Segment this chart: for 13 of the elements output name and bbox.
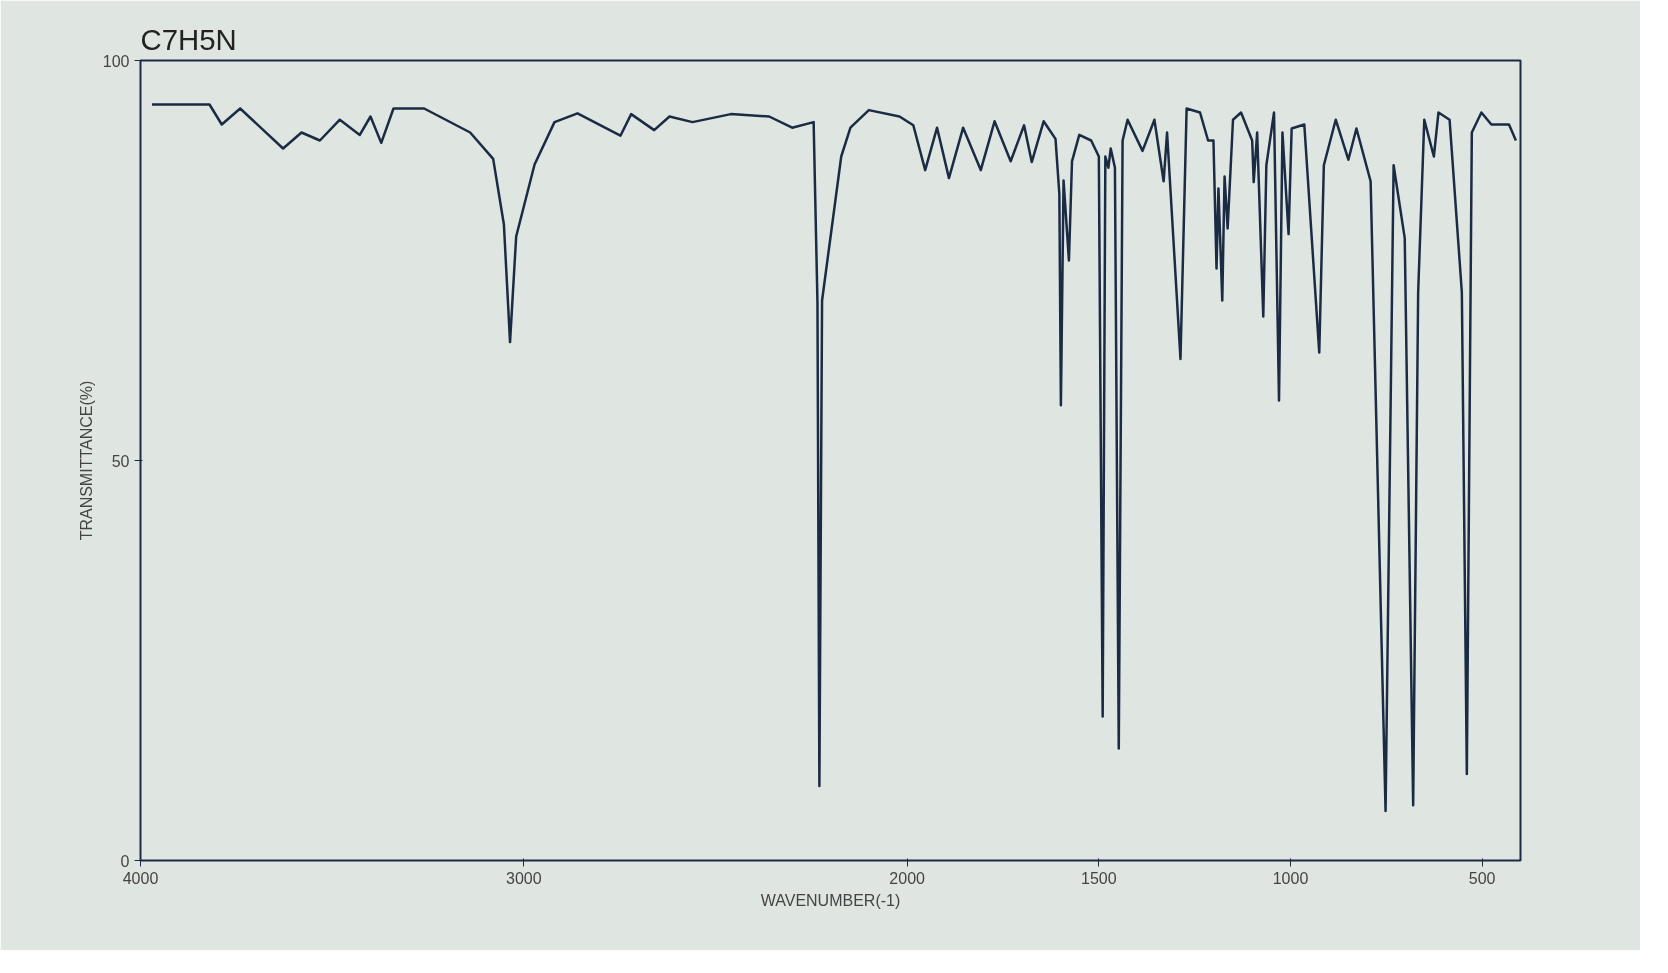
y-axis-title: TRANSMITTANCE(%) bbox=[77, 380, 95, 541]
chart-title: C7H5N bbox=[140, 22, 237, 56]
x-axis-title: WAVENUMBER(-1) bbox=[760, 891, 901, 909]
x-tick-label: 500 bbox=[1468, 869, 1496, 887]
x-tick-label: 4000 bbox=[122, 869, 159, 887]
y-tick-label: 0 bbox=[120, 852, 130, 870]
x-tick-label: 1500 bbox=[1081, 869, 1117, 887]
x-tick-label: 1000 bbox=[1272, 869, 1309, 887]
line-series bbox=[150, 103, 1518, 813]
x-tick-label: 2000 bbox=[889, 869, 926, 887]
y-tick-label: 100 bbox=[102, 52, 130, 70]
x-tick-label: 3000 bbox=[506, 869, 542, 887]
y-tick-label: 50 bbox=[111, 452, 130, 470]
